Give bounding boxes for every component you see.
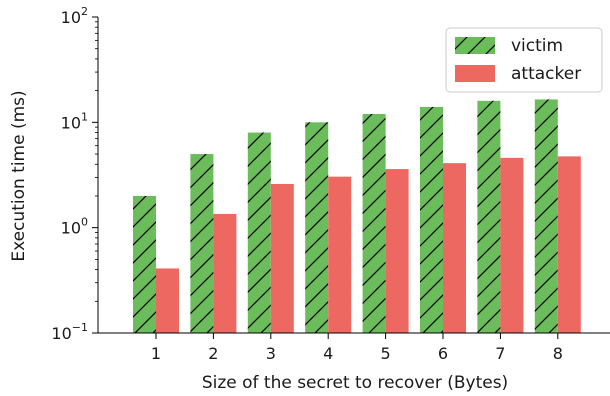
legend: victim attacker: [445, 27, 603, 93]
bars-layer: [133, 99, 581, 334]
y-tick-label: 10−1: [51, 321, 88, 343]
bar-hatch-victim-8: [534, 99, 558, 334]
axes-layer: 10−1 100 101 102 1 2 3 4 5 6 7 8: [51, 5, 610, 363]
bar-hatch-victim-3: [247, 132, 271, 333]
bar-hatch-victim-2: [190, 154, 214, 333]
bar-hatch-victim-1: [133, 195, 156, 333]
x-tick-label: 5: [381, 344, 391, 363]
legend-swatch-hatch-victim: [455, 37, 495, 54]
x-tick-label: 8: [553, 344, 563, 363]
legend-label-attacker: attacker: [511, 64, 581, 84]
bar-attacker-1: [156, 268, 179, 333]
x-tick-label: 2: [208, 344, 218, 363]
bar-attacker-6: [443, 163, 466, 333]
x-axis-label: Size of the secret to recover (Bytes): [202, 373, 508, 393]
x-tick-label: 4: [323, 344, 333, 363]
bar-hatch-victim-4: [305, 122, 329, 333]
bar-hatch-victim-7: [477, 100, 501, 333]
bar-hatch-victim-5: [362, 113, 386, 333]
x-tick-label: 3: [266, 344, 276, 363]
bar-attacker-2: [213, 213, 237, 333]
y-axis-label: Execution time (ms): [9, 90, 29, 261]
y-tick-label: 100: [61, 216, 88, 238]
bar-attacker-4: [328, 176, 352, 333]
y-tick-label: 101: [61, 110, 88, 132]
x-tick-label: 1: [151, 344, 161, 363]
bar-attacker-7: [500, 157, 524, 333]
x-tick-label: 6: [438, 344, 448, 363]
x-tick-label: 7: [495, 344, 505, 363]
legend-label-victim: victim: [511, 36, 563, 56]
bar-attacker-5: [385, 169, 409, 333]
y-tick-label: 102: [61, 5, 88, 27]
bar-hatch-victim-6: [420, 106, 443, 333]
bar-attacker-8: [557, 156, 581, 333]
bar-attacker-3: [270, 183, 294, 333]
legend-swatch-attacker: [455, 65, 495, 82]
